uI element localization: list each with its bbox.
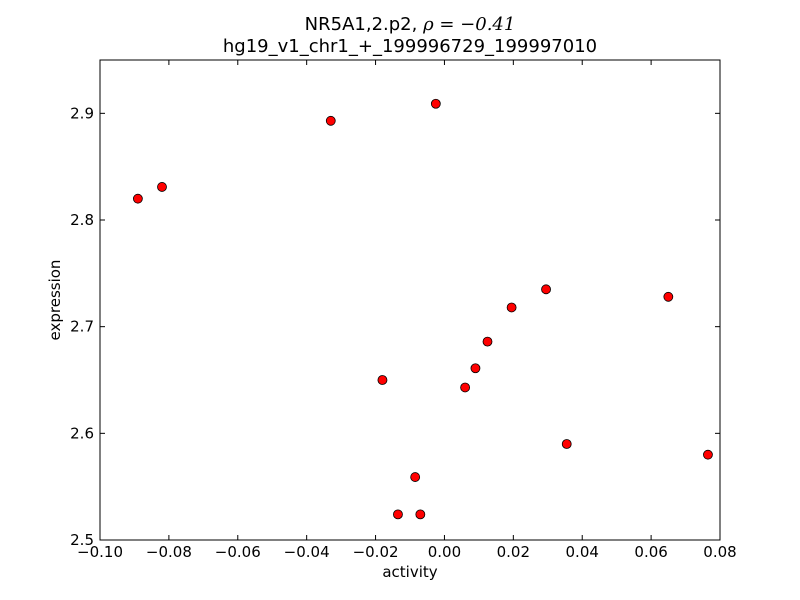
data-point — [482, 336, 493, 347]
data-point — [663, 291, 674, 302]
data-point — [377, 375, 388, 385]
y-tick-label: 2.8 — [70, 211, 94, 229]
x-tick-label: −0.08 — [146, 543, 192, 561]
x-tick-label: −0.04 — [284, 543, 330, 561]
y-tick-label: 2.7 — [70, 318, 94, 336]
chart-title-line2: hg19_v1_chr1_+_199996729_199997010 — [223, 36, 597, 57]
y-tick-label: 2.5 — [70, 531, 94, 549]
y-tick-label: 2.6 — [70, 424, 94, 442]
plot-area — [99, 59, 721, 541]
x-axis-label: activity — [382, 563, 437, 581]
data-point — [541, 284, 551, 295]
x-tick-label: −0.02 — [353, 543, 399, 561]
x-tick-label: 0.06 — [634, 543, 667, 561]
x-tick-label: 0.00 — [428, 543, 461, 561]
x-tick-label: 0.02 — [497, 543, 530, 561]
data-point — [430, 98, 441, 109]
data-point — [132, 193, 143, 204]
y-tick-label: 2.9 — [70, 104, 94, 122]
data-point — [157, 182, 167, 192]
data-points — [132, 98, 713, 520]
chart-title-stat: ρ = −0.41 — [422, 14, 515, 35]
x-axis: −0.10 −0.08 −0.06 −0.04 −0.02 0.00 0.02 0.04 0.0… — [77, 60, 737, 561]
data-point — [460, 382, 471, 393]
data-point — [325, 115, 336, 126]
x-tick-label: 0.04 — [566, 543, 599, 561]
x-tick-label: 0.08 — [703, 543, 736, 561]
data-point — [561, 439, 572, 449]
x-tick-label: −0.06 — [215, 543, 261, 561]
data-point — [506, 302, 517, 313]
y-axis: 2.5 2.6 2.7 2.8 2.9 — [70, 104, 720, 549]
data-point — [470, 363, 481, 374]
data-point — [415, 509, 426, 520]
chart-title-prefix: NR5A1,2.p2, — [305, 14, 423, 35]
chart-title-line1: NR5A1,2.p2, ρ = −0.41 — [305, 14, 516, 35]
data-point — [393, 509, 403, 520]
x-tick-label: −0.10 — [77, 543, 123, 561]
data-point — [410, 472, 421, 482]
data-point — [703, 449, 713, 460]
y-axis-label: expression — [46, 260, 64, 341]
